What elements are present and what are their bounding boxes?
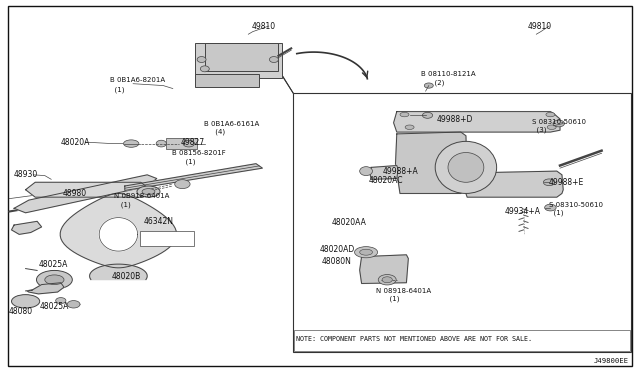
Text: (4): (4) bbox=[204, 129, 225, 135]
Ellipse shape bbox=[543, 179, 555, 186]
Text: 49810: 49810 bbox=[252, 22, 276, 31]
Ellipse shape bbox=[405, 125, 414, 129]
Text: 49827: 49827 bbox=[180, 138, 205, 147]
Ellipse shape bbox=[545, 204, 556, 211]
Ellipse shape bbox=[435, 141, 497, 193]
Text: 49810: 49810 bbox=[528, 22, 552, 31]
Polygon shape bbox=[90, 264, 147, 279]
Ellipse shape bbox=[378, 275, 396, 285]
FancyBboxPatch shape bbox=[195, 74, 259, 87]
Text: 48025A: 48025A bbox=[38, 260, 68, 269]
Polygon shape bbox=[26, 182, 150, 197]
Text: B 0B1A6-8201A: B 0B1A6-8201A bbox=[110, 77, 165, 83]
Polygon shape bbox=[14, 175, 157, 213]
Text: (1): (1) bbox=[172, 158, 195, 165]
Text: NOTE: COMPONENT PARTS NOT MENTIONED ABOVE ARE NOT FOR SALE.: NOTE: COMPONENT PARTS NOT MENTIONED ABOV… bbox=[296, 336, 532, 342]
Text: (3): (3) bbox=[532, 127, 547, 134]
Text: 48080N: 48080N bbox=[321, 257, 351, 266]
Text: (1): (1) bbox=[114, 201, 131, 208]
Ellipse shape bbox=[197, 57, 206, 62]
Text: 48020AA: 48020AA bbox=[332, 218, 366, 227]
Text: 49988+D: 49988+D bbox=[436, 115, 473, 124]
Text: 48930: 48930 bbox=[14, 170, 38, 179]
Polygon shape bbox=[396, 132, 467, 193]
Ellipse shape bbox=[137, 186, 160, 197]
Text: (1): (1) bbox=[549, 209, 564, 216]
Text: N 08918-6401A: N 08918-6401A bbox=[376, 288, 431, 294]
Ellipse shape bbox=[36, 270, 72, 289]
Ellipse shape bbox=[382, 277, 392, 283]
Polygon shape bbox=[12, 221, 42, 234]
Ellipse shape bbox=[67, 301, 80, 308]
Ellipse shape bbox=[124, 140, 139, 147]
Text: 48020A: 48020A bbox=[61, 138, 90, 147]
Polygon shape bbox=[99, 218, 138, 251]
Ellipse shape bbox=[360, 249, 372, 255]
Bar bbox=[294, 330, 630, 351]
Text: S 08310-50610: S 08310-50610 bbox=[549, 202, 603, 208]
Text: 49988+A: 49988+A bbox=[383, 167, 419, 176]
FancyBboxPatch shape bbox=[195, 43, 282, 78]
Polygon shape bbox=[60, 193, 177, 268]
Ellipse shape bbox=[269, 57, 278, 62]
Ellipse shape bbox=[355, 247, 378, 258]
Text: J49800EE: J49800EE bbox=[593, 358, 628, 364]
Text: B 08156-8201F: B 08156-8201F bbox=[172, 150, 225, 156]
Bar bbox=[293, 93, 631, 352]
Text: N 0B918-6401A: N 0B918-6401A bbox=[114, 193, 170, 199]
Ellipse shape bbox=[183, 140, 195, 147]
Text: 48020AC: 48020AC bbox=[369, 176, 403, 185]
Text: 48020AD: 48020AD bbox=[320, 245, 355, 254]
Text: 46342N: 46342N bbox=[144, 217, 174, 226]
Ellipse shape bbox=[156, 140, 166, 147]
Text: 48980: 48980 bbox=[63, 189, 87, 198]
Text: 48020B: 48020B bbox=[112, 272, 141, 280]
Text: (2): (2) bbox=[421, 79, 445, 86]
FancyBboxPatch shape bbox=[205, 43, 278, 71]
Text: 48025A: 48025A bbox=[40, 302, 69, 311]
Ellipse shape bbox=[546, 112, 555, 117]
Text: (1): (1) bbox=[110, 86, 125, 93]
Text: 49988+E: 49988+E bbox=[549, 178, 584, 187]
Text: B 08110-8121A: B 08110-8121A bbox=[421, 71, 476, 77]
Text: B 0B1A6-6161A: B 0B1A6-6161A bbox=[204, 121, 259, 127]
Ellipse shape bbox=[56, 298, 66, 304]
Ellipse shape bbox=[422, 112, 433, 118]
Ellipse shape bbox=[400, 112, 409, 117]
Text: 49934+A: 49934+A bbox=[504, 207, 540, 216]
Text: 48080: 48080 bbox=[9, 307, 33, 316]
Polygon shape bbox=[394, 112, 560, 132]
Polygon shape bbox=[360, 255, 408, 283]
Ellipse shape bbox=[553, 120, 564, 127]
Ellipse shape bbox=[200, 66, 209, 72]
Text: S 08310-50610: S 08310-50610 bbox=[532, 119, 586, 125]
Ellipse shape bbox=[448, 153, 484, 182]
Polygon shape bbox=[370, 166, 398, 179]
Polygon shape bbox=[125, 164, 262, 190]
Ellipse shape bbox=[45, 275, 64, 285]
Text: (1): (1) bbox=[376, 296, 400, 302]
Polygon shape bbox=[27, 283, 64, 294]
Ellipse shape bbox=[547, 125, 556, 129]
FancyBboxPatch shape bbox=[166, 138, 197, 149]
Ellipse shape bbox=[142, 189, 155, 195]
Ellipse shape bbox=[175, 180, 190, 189]
Ellipse shape bbox=[424, 83, 433, 88]
Ellipse shape bbox=[12, 295, 40, 308]
Ellipse shape bbox=[360, 167, 372, 176]
Bar bbox=[140, 231, 194, 246]
Polygon shape bbox=[466, 171, 563, 197]
